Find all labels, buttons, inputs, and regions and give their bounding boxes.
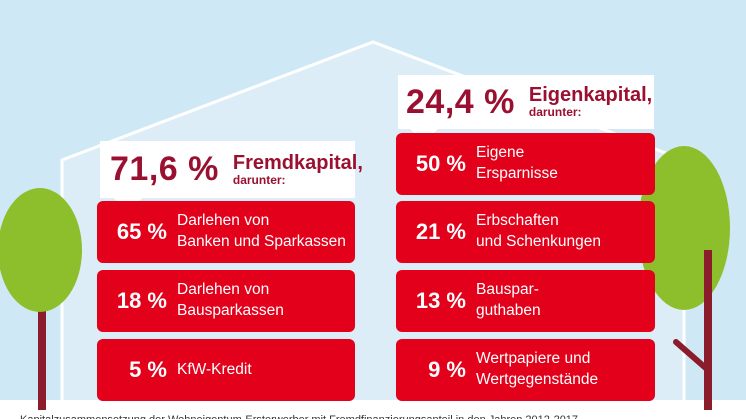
card-line-1: Eigene [476,144,525,162]
card-line-1: Erbschaften [476,212,559,230]
fremdkapital-sublabel: darunter: [232,172,286,187]
fremdkapital-callout: 71,6 % Fremdkapital, darunter: [100,141,363,212]
card-line-2: und Schenkungen [476,233,601,250]
card-line-2: guthaben [476,302,541,319]
card-percent: 50 % [415,151,466,176]
card-description: Eigene Ersparnisse [476,143,558,185]
card-line-2: Bausparkassen [177,302,284,319]
card-percent: 5 % [129,357,167,382]
card-description: Bauspar- guthaben [476,280,541,322]
eigenkapital-callout: 24,4 % Eigenkapital, darunter: [398,75,654,143]
eigenkapital-card-bausparguthaben: 13 % Bauspar- guthaben [396,270,655,332]
card-percent: 18 % [116,288,167,313]
card-percent: 9 % [428,357,466,382]
card-line-1: Wertpapiere und [476,350,591,368]
fremdkapital-percent: 71,6 % [110,150,219,188]
fremdkapital-card-kfw: 5 % KfW-Kredit [97,339,355,401]
right-tree [638,146,730,410]
card-percent: 21 % [415,219,466,244]
card-description: Wertpapiere und Wertgegenstände [476,349,598,391]
card-description: Darlehen von Bausparkassen [177,280,284,322]
ground [0,400,746,419]
card-line-1: Darlehen von [177,281,270,299]
left-tree [0,188,82,410]
card-line-1: Darlehen von [177,212,270,230]
fremdkapital-label: Fremdkapital, [232,151,363,174]
card-description: Darlehen von Banken und Sparkassen [177,211,346,253]
card-description: KfW-Kredit [177,360,252,381]
card-line-2: Wertgegenstände [476,371,599,388]
eigenkapital-card-wertpapiere: 9 % Wertpapiere und Wertgegenstände [396,339,655,401]
fremdkapital-card-banken: 65 % Darlehen von Banken und Sparkassen [97,201,355,263]
figure-caption: Kapitalzusammensetzung der Wohneigentum-… [20,407,746,419]
eigenkapital-percent: 24,4 % [406,82,515,121]
fremdkapital-label-group: Fremdkapital, darunter: [232,151,363,187]
card-percent: 13 % [415,288,466,313]
card-line-2: Banken und Sparkassen [177,233,346,250]
fremdkapital-card-bausparkassen: 18 % Darlehen von Bausparkassen [97,270,355,332]
card-line-2: Ersparnisse [476,165,558,182]
eigenkapital-sublabel: darunter: [528,105,582,120]
card-line-1: Bauspar- [476,281,539,299]
eigenkapital-card-ersparnisse: 50 % Eigene Ersparnisse [396,133,655,195]
eigenkapital-card-erbschaften: 21 % Erbschaften und Schenkungen [396,201,655,263]
card-description: Erbschaften und Schenkungen [476,211,601,253]
card-percent: 65 % [116,219,167,244]
eigenkapital-label: Eigenkapital, [528,84,653,107]
card-line-1: KfW-Kredit [177,360,252,378]
eigenkapital-label-group: Eigenkapital, darunter: [529,85,652,119]
